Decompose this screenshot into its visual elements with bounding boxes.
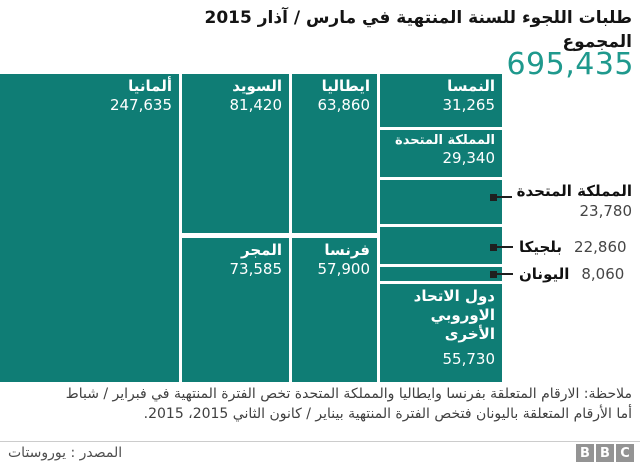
block-value: 73,585	[229, 259, 283, 278]
treemap-block-uk-callout	[380, 180, 502, 224]
treemap-block-hungary: المجر 73,585	[182, 238, 289, 382]
total-value: 695,435	[506, 47, 634, 82]
treemap-block-italy: ايطاليا 63,860	[292, 74, 377, 233]
treemap-block-sweden: السويد 81,420	[182, 74, 289, 233]
bbc-logo-letter: B	[576, 444, 594, 462]
belgium-callout-marker	[490, 244, 497, 251]
callout-value: 8,060	[581, 265, 625, 283]
treemap-block-other-eu: دول الاتحاد الاوروبي الأخرى 55,730	[380, 284, 502, 382]
total-label: المجموع	[562, 32, 632, 52]
callout-name: بلجيكا	[519, 238, 563, 256]
greece-callout-label: اليونان 8,060	[519, 265, 624, 283]
block-value: 81,420	[229, 95, 283, 114]
block-name: فرنسا	[324, 241, 370, 259]
source-credit: المصدر : يوروستات	[8, 445, 123, 461]
treemap-block-france: فرنسا 57,900	[292, 238, 377, 382]
bbc-logo-letter: B	[596, 444, 614, 462]
bbc-logo-letter: C	[616, 444, 634, 462]
block-value: 55,730	[442, 350, 496, 369]
callout-name: اليونان	[519, 265, 570, 283]
greece-callout-marker	[490, 271, 497, 278]
uk-callout-marker	[490, 194, 497, 201]
footnote-line-1: ملاحظة: الارقام المتعلقة بفرنسا وايطاليا…	[65, 386, 632, 402]
block-name: ألمانيا	[128, 77, 172, 95]
belgium-callout-line	[497, 246, 513, 248]
block-name: ايطاليا	[321, 77, 370, 95]
greece-callout-line	[497, 273, 513, 275]
block-value: 29,340	[442, 149, 496, 168]
belgium-callout-label: بلجيكا 22,860	[519, 238, 627, 256]
uk-callout-label: المملكة المتحدة 23,780	[517, 182, 632, 221]
footnote: ملاحظة: الارقام المتعلقة بفرنسا وايطاليا…	[66, 384, 632, 425]
block-value: 63,860	[317, 95, 371, 114]
footer-divider	[0, 441, 640, 442]
block-value: 31,265	[442, 95, 496, 114]
treemap-block-austria: النمسا 31,265	[380, 74, 502, 127]
treemap-block-belgium	[380, 227, 502, 264]
block-name: النمسا	[447, 77, 495, 95]
treemap-block-germany: ألمانيا 247,635	[0, 74, 179, 382]
block-name: المملكة المتحدة	[395, 133, 495, 148]
chart-title: طلبات اللجوء للسنة المنتهية في مارس / آذ…	[204, 8, 632, 28]
block-value: 57,900	[317, 259, 371, 278]
block-name: دول الاتحاد الاوروبي الأخرى	[413, 287, 495, 343]
callout-value: 23,780	[579, 201, 633, 220]
callout-name: المملكة المتحدة	[516, 182, 632, 200]
block-name: السويد	[232, 77, 282, 95]
uk-callout-line	[497, 196, 512, 198]
treemap-block-uk: المملكة المتحدة 29,340	[380, 130, 502, 177]
footnote-line-2: أما الأرقام المتعلقة باليونان فتخص الفتر…	[143, 406, 632, 423]
block-name: المجر	[241, 241, 282, 259]
block-value: 247,635	[109, 95, 172, 114]
callout-value: 22,860	[574, 238, 627, 256]
treemap-block-greece	[380, 267, 502, 281]
bbc-logo: B B C	[576, 444, 634, 462]
